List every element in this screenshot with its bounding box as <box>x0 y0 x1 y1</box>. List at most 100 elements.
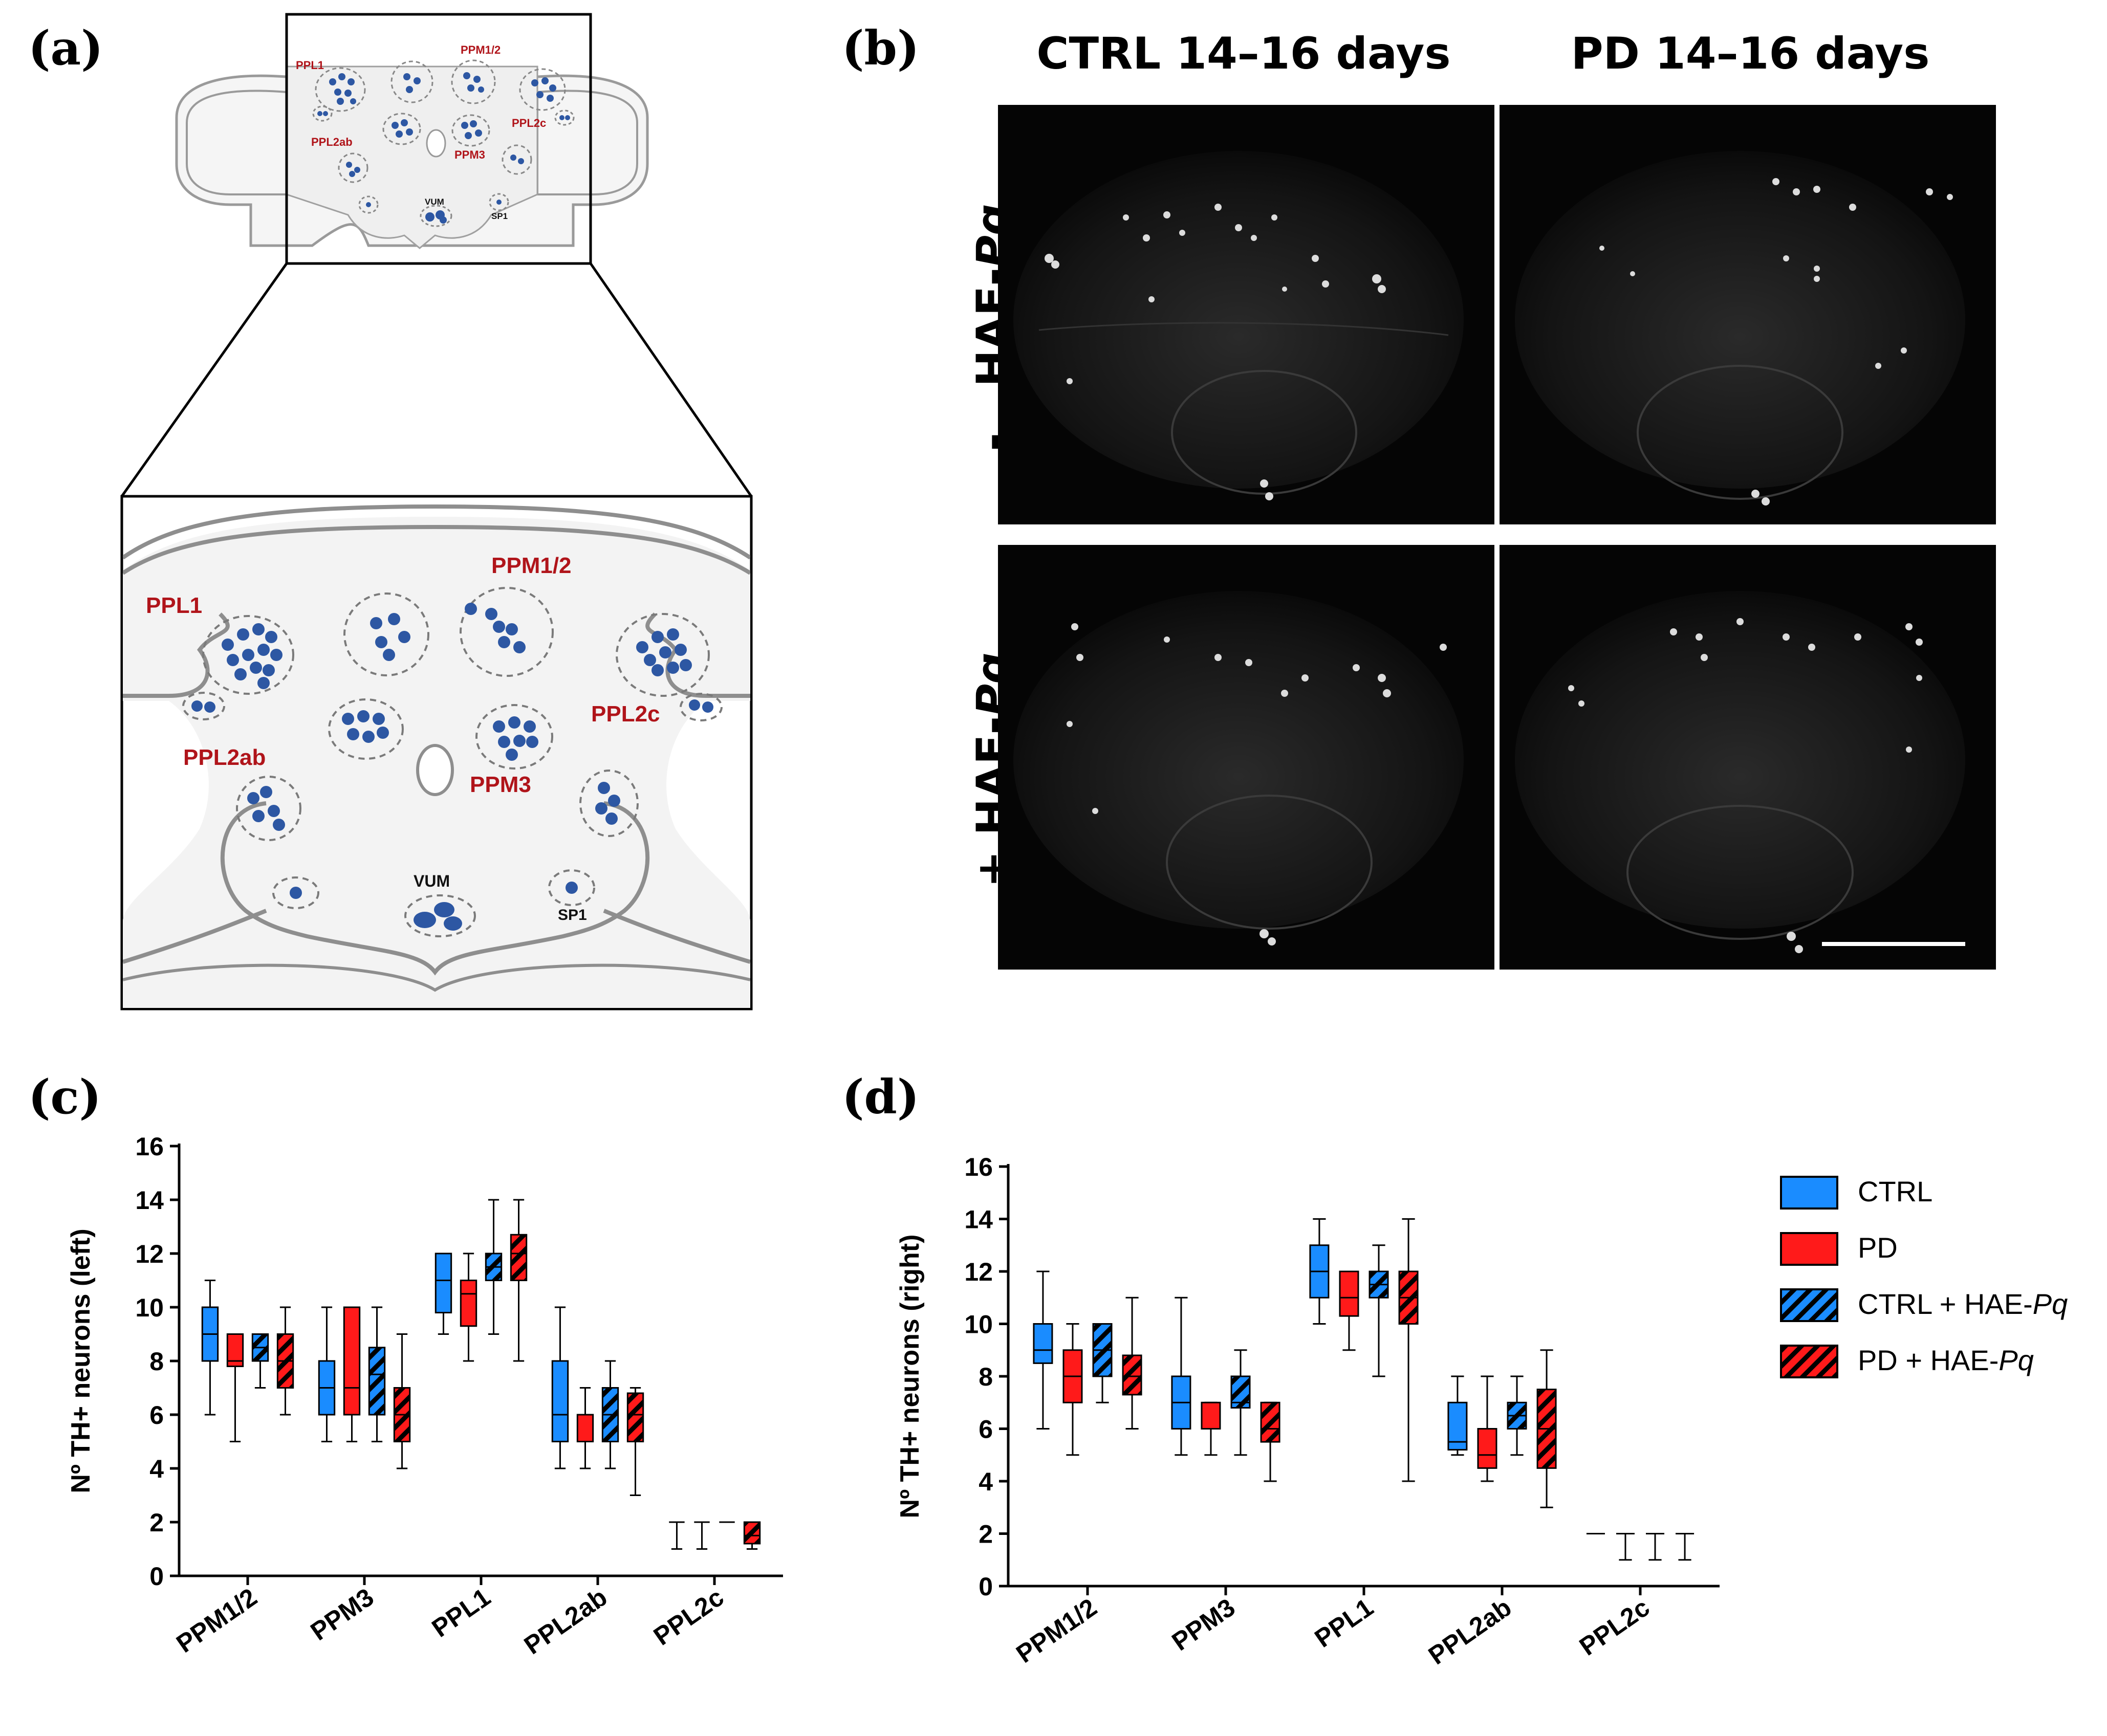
box-pd-ppl1 <box>1339 1270 1359 1351</box>
legend-swatch <box>1780 1176 1838 1210</box>
box-body <box>1122 1354 1142 1396</box>
svg-text:PPL2c: PPL2c <box>512 117 546 129</box>
box-ctrl-ppm3 <box>318 1306 336 1442</box>
legend-label: PD + HAE-Pq <box>1858 1344 2034 1376</box>
legend: CTRL PD CTRL + HAE-Pq PD + HAE-Pq <box>1776 1161 2093 1397</box>
y-tick-label: 10 <box>135 1293 164 1322</box>
svg-text:SP1: SP1 <box>558 907 587 924</box>
box-ctrl-ppl2c <box>669 1521 685 1550</box>
box-pd-hae-pq-ppl2ab <box>626 1387 644 1496</box>
box-body <box>1477 1428 1497 1469</box>
x-tick-label: PPL1 <box>1310 1593 1379 1653</box>
legend-swatch <box>1780 1232 1838 1266</box>
svg-text:PPM3: PPM3 <box>470 772 531 797</box>
overview-brain: PPL1 PPM1/2 PPL2ab PPM3 PPL2c VUM SP1 <box>120 13 753 497</box>
legend-label: CTRL + HAE-Pq <box>1858 1288 2068 1320</box>
x-tick-label: PPM3 <box>306 1583 379 1646</box>
box-ctrl-hae-pq-ppl1 <box>485 1199 503 1335</box>
svg-text:PPM3: PPM3 <box>454 148 485 161</box>
micrograph-ctrl-minus <box>998 105 1494 524</box>
y-tick-label: 14 <box>964 1205 993 1234</box>
box-pd-ppm3 <box>343 1306 361 1442</box>
panel-label-d: (d) <box>842 1069 920 1125</box>
box-ctrl-ppm12 <box>201 1280 219 1416</box>
svg-text:PPL2c: PPL2c <box>591 701 660 727</box>
box-pd-ppl2c <box>1616 1533 1635 1561</box>
box-body <box>510 1234 528 1281</box>
box-body <box>1201 1401 1221 1430</box>
box-pd-hae-pq-ppm12 <box>276 1306 294 1416</box>
panel-label-c: (c) <box>28 1069 102 1125</box>
y-tick-label: 0 <box>149 1562 164 1591</box>
legend-swatch <box>1780 1288 1838 1322</box>
box-body <box>551 1360 569 1442</box>
box-pd-ppm12 <box>226 1333 244 1442</box>
y-tick-label: 16 <box>964 1153 993 1181</box>
box-pd-hae-pq-ppl2ab <box>1536 1349 1557 1508</box>
box-pd-ppl1 <box>460 1252 477 1362</box>
box-body <box>368 1347 386 1416</box>
box-pd-hae-pq-ppl1 <box>1398 1218 1419 1482</box>
svg-text:PPL1: PPL1 <box>296 59 324 72</box>
box-pd-hae-pq-ppm12 <box>1122 1296 1142 1430</box>
svg-text:VUM: VUM <box>425 197 444 207</box>
x-tick-label: PPM1/2 <box>1011 1593 1102 1668</box>
column-title-pd: PD 14–16 days <box>1571 28 1930 79</box>
x-tick-label: PPL1 <box>427 1583 496 1643</box>
box-body <box>1447 1401 1468 1451</box>
svg-text:PPL2ab: PPL2ab <box>311 136 353 148</box>
box-ctrl-ppm3 <box>1171 1296 1191 1456</box>
box-body <box>576 1414 594 1442</box>
box-body <box>1260 1401 1280 1443</box>
legend-label: PD <box>1858 1232 1898 1264</box>
y-tick-label: 6 <box>979 1415 993 1444</box>
box-ctrl-ppl1 <box>435 1252 452 1335</box>
box-ctrl-hae-pq-ppm12 <box>1092 1323 1113 1403</box>
svg-text:VUM: VUM <box>414 872 450 890</box>
y-tick-label: 0 <box>979 1572 993 1601</box>
box-ctrl-ppl2ab <box>551 1306 569 1469</box>
box-body <box>626 1392 644 1442</box>
y-tick-label: 10 <box>964 1310 993 1339</box>
x-tick-label: PPL2c <box>648 1583 729 1651</box>
micrograph-grid <box>998 105 1996 970</box>
box-ctrl-ppl2ab <box>1447 1375 1468 1456</box>
y-tick-label: 14 <box>135 1186 164 1215</box>
box-ctrl-ppm12 <box>1033 1270 1053 1430</box>
y-tick-label: 2 <box>149 1508 164 1537</box>
box-ctrl-hae-pq-ppm12 <box>251 1333 269 1389</box>
box-ctrl-hae-pq-ppl2c <box>1646 1533 1665 1561</box>
svg-text:PPL2ab: PPL2ab <box>183 745 266 770</box>
x-tick-label: PPL2ab <box>519 1583 612 1660</box>
y-tick-label: 16 <box>135 1132 164 1161</box>
legend-swatch <box>1780 1345 1838 1378</box>
box-ctrl-hae-pq-ppl1 <box>1369 1244 1389 1377</box>
box-pd-hae-pq-ppm3 <box>1260 1401 1280 1482</box>
box-body <box>343 1306 361 1416</box>
box-body <box>435 1252 452 1313</box>
x-tick-label: PPM3 <box>1167 1593 1241 1656</box>
svg-text:SP1: SP1 <box>491 211 508 221</box>
panel-label-b: (b) <box>842 20 920 76</box>
column-title-ctrl: CTRL 14–16 days <box>1036 28 1451 79</box>
y-tick-label: 6 <box>149 1401 164 1430</box>
legend-swatches: CTRL PD CTRL + HAE-Pq PD + HAE-Pq <box>1780 1175 2068 1378</box>
box-pd-hae-pq-ppl1 <box>510 1199 528 1362</box>
box-pd-ppm12 <box>1062 1323 1083 1456</box>
y-tick-label: 12 <box>964 1258 993 1286</box>
panel-label-a: (a) <box>28 20 103 76</box>
y-tick-label: 4 <box>979 1467 993 1496</box>
box-pd-ppl2c <box>694 1521 710 1550</box>
boxplot-left: 0 2 4 6 8 10 12 14 16 Nº TH+ neurons (left) PPM1/2… <box>66 1132 783 1660</box>
box-ctrl-hae-pq-ppl2ab <box>601 1360 619 1469</box>
y-tick-label: 2 <box>979 1520 993 1549</box>
box-body <box>1339 1270 1359 1317</box>
svg-text:PPL1: PPL1 <box>146 593 202 618</box>
box-pd-hae-pq-ppm3 <box>393 1333 411 1469</box>
box-body <box>460 1280 477 1327</box>
brain-schematic: PPL1 PPM1/2 PPL2ab PPM3 PPL2c VUM SP1 <box>120 13 753 1010</box>
micrograph-pd-minus <box>1500 105 1996 524</box>
x-tick-label: PPM1/2 <box>171 1583 262 1658</box>
box-body <box>743 1521 761 1545</box>
box-ctrl-hae-pq-ppm3 <box>1230 1349 1251 1456</box>
